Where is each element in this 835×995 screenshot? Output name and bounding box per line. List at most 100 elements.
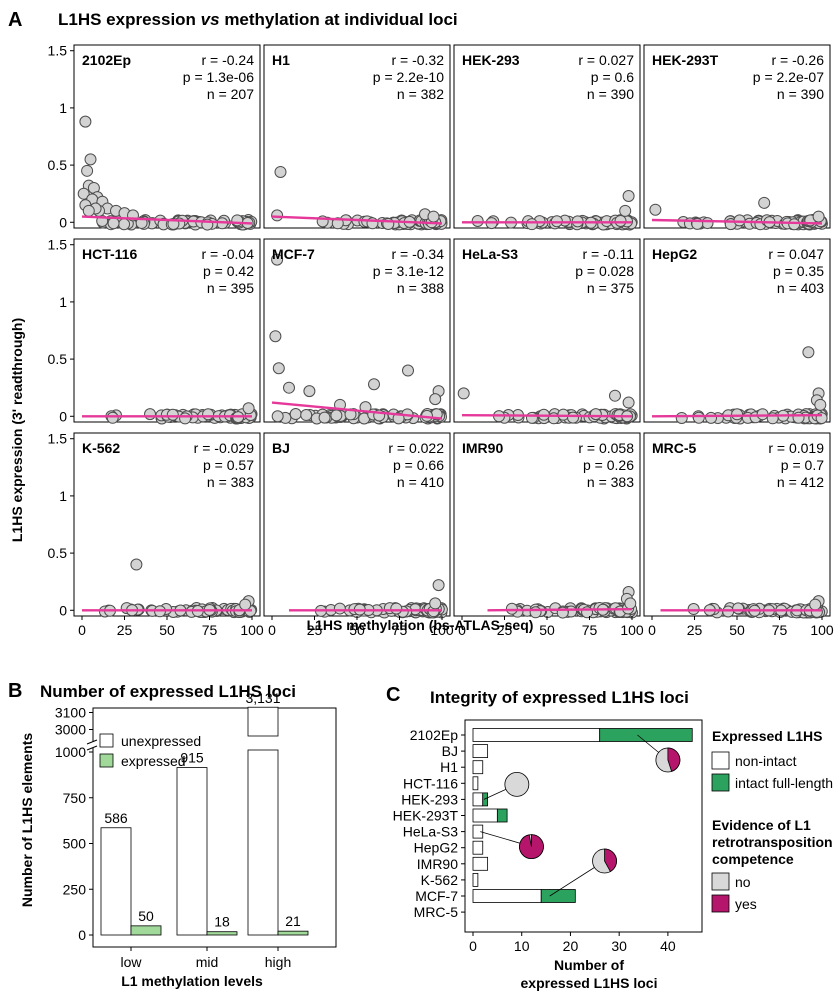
scatter-point-outlier	[77, 187, 90, 200]
stat-p: p = 0.7	[781, 457, 824, 473]
scatter-point	[525, 411, 538, 424]
scatter-point	[289, 408, 302, 421]
scatter-point	[300, 409, 313, 422]
stat-p: p = 0.57	[203, 457, 254, 473]
stat-n: n = 412	[777, 474, 824, 490]
legend-swatch-yes	[711, 894, 730, 913]
x-tick-label: 100	[430, 622, 454, 638]
scatter-point-outlier	[271, 253, 284, 266]
panel-c-title: Integrity of expressed L1HS loci	[430, 688, 689, 707]
scatter-panel-frame	[263, 44, 451, 229]
panel-cell-line-name: H1	[272, 52, 290, 68]
bar-non-intact	[472, 760, 484, 775]
scatter-panel-frame	[453, 432, 641, 617]
x-tick-label: 75	[772, 622, 788, 638]
legend-label-expressed: expressed	[121, 753, 186, 769]
legend-swatch-non-intact	[711, 751, 730, 770]
scatter-panel-mcf-7: MCF-7 r = -0.34p = 3.1e-12n = 388	[263, 238, 451, 425]
y-tick-label: IMR90	[417, 856, 458, 872]
bar-non-intact	[472, 889, 542, 903]
stat-n: n = 383	[207, 474, 254, 490]
stat-r: r = -0.24	[201, 52, 254, 68]
x-tick-label: 25	[307, 622, 323, 638]
trend-line	[487, 607, 633, 612]
scatter-panel-frame	[643, 238, 831, 423]
scatter-point-outlier	[429, 393, 442, 406]
panel-a-letter: A	[8, 9, 22, 31]
x-tick-label: 25	[497, 622, 513, 638]
scatter-point-outlier	[84, 153, 97, 166]
x-tick-label: 100	[810, 622, 834, 638]
scatter-panel-frame	[73, 238, 261, 423]
bar-unexpressed-lower	[247, 749, 279, 936]
scatter-point	[567, 411, 580, 424]
panel-cell-line-name: HEK-293	[462, 52, 520, 68]
panel-a-x-label: L1HS methylation (bs-ATLAS-seq)	[307, 617, 534, 633]
scatter-point-outlier	[272, 362, 285, 375]
trend-line	[651, 413, 823, 418]
x-tick-label: 0	[78, 622, 86, 638]
panel-c-x-label-line2: expressed L1HS loci	[521, 975, 658, 991]
scatter-point-outlier	[239, 598, 252, 611]
scatter-point-outlier	[812, 210, 825, 223]
y-tick-label: 250	[63, 881, 87, 897]
stat-p: p = 2.2e-07	[753, 69, 824, 85]
y-tick-label: HEK-293	[401, 791, 458, 807]
panel-b-title: Number of expressed L1HS loci	[40, 682, 296, 701]
scatter-panel-frame	[73, 432, 261, 617]
x-tick-label: 75	[582, 622, 598, 638]
x-tick-label: 0	[458, 622, 466, 638]
y-tick-label: 0.5	[48, 157, 68, 173]
scatter-point-outlier	[79, 115, 92, 128]
scatter-point	[331, 217, 344, 230]
stat-r: r = -0.11	[583, 246, 635, 262]
scatter-point-outlier	[368, 378, 380, 391]
bar-unexpressed-upper	[247, 706, 279, 737]
stat-r: r = 0.058	[578, 440, 634, 456]
panel-c-legend-competence: Evidence of L1 retrotransposition compet…	[711, 817, 833, 913]
scatter-point-outlier	[303, 385, 316, 398]
scatter-point-outlier	[269, 330, 282, 343]
stat-p: p = 0.26	[583, 457, 634, 473]
stat-p: p = 2.2e-10	[373, 69, 444, 85]
x-tick-label: 75	[392, 622, 408, 638]
pie-no	[504, 772, 530, 797]
scatter-panel-2102ep: 2102Ep r = -0.24p = 1.3e-06n = 207 0 0.5 1 1.…	[48, 43, 261, 231]
x-tick-label: 0	[469, 938, 477, 954]
scatter-point	[792, 411, 805, 424]
trend-line	[651, 218, 823, 225]
scatter-point	[390, 602, 403, 615]
axis-break-mark	[86, 745, 98, 751]
scatter-point	[505, 602, 518, 615]
y-tick-label: 1000	[55, 744, 86, 760]
panel-c-legend-integrity: Expressed L1HS non-intact intact full-le…	[711, 728, 833, 792]
bar-non-intact	[472, 873, 479, 887]
scatter-panel-frame	[263, 238, 451, 423]
scatter-panel-frame	[453, 238, 641, 423]
y-tick-label: HEK-293T	[393, 808, 459, 824]
trend-line	[271, 215, 443, 225]
bar-expressed	[130, 925, 162, 936]
scatter-point	[732, 602, 745, 615]
bar-label-unexpressed: 915	[180, 750, 204, 766]
y-tick-label: HCT-116	[403, 775, 458, 791]
x-tick-label: 0	[648, 622, 656, 638]
scatter-point	[271, 410, 284, 423]
stat-r: r = 0.047	[768, 246, 824, 262]
scatter-point	[144, 408, 157, 421]
panel-cell-line-name: HEK-293T	[652, 52, 719, 68]
legend-label-yes: yes	[735, 896, 757, 912]
x-tick-label: 25	[687, 622, 703, 638]
x-tick-label: 50	[349, 622, 365, 638]
bar-label-unexpressed: 586	[104, 810, 128, 826]
scatter-point-outlier	[359, 401, 372, 414]
stat-p: p = 0.35	[773, 263, 824, 279]
y-tick-label: 0	[78, 927, 86, 943]
legend-label-intact: intact full-length	[735, 775, 833, 791]
scatter-point	[731, 408, 744, 421]
scatter-point	[330, 409, 343, 422]
scatter-point	[179, 412, 192, 425]
